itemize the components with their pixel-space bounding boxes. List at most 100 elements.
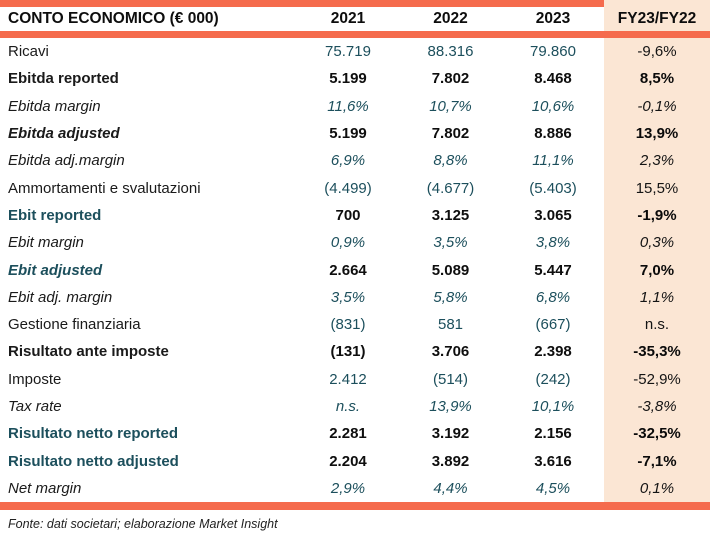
bottom-accent-bar	[0, 502, 710, 511]
header-divider-bar	[0, 31, 710, 38]
row-label: Ebit adj. margin	[8, 288, 113, 306]
cell-2021: 2.281	[329, 425, 367, 443]
cell-2021: 700	[335, 206, 361, 224]
row-label: Risultato netto reported	[8, 425, 179, 443]
cell-2023: 3.065	[534, 206, 572, 224]
cell-2021: 0,9%	[330, 234, 366, 252]
source-note: Fonte: dati societari; elaborazione Mark…	[8, 517, 278, 532]
header-col-2023: 2023	[535, 10, 571, 27]
cell-2021: 2.412	[329, 370, 367, 388]
cell-fy23-fy22: 2,3%	[639, 152, 675, 170]
cell-fy23-fy22: -1,9%	[637, 206, 677, 224]
cell-fy23-fy22: 8,5%	[639, 70, 675, 88]
table-row: Gestione finanziaria (831) 581 (667) n.s…	[0, 311, 710, 338]
cell-2023: 2.156	[534, 425, 572, 443]
table-rows: Ricavi 75.719 88.316 79.860 -9,6% Ebitda…	[0, 38, 710, 502]
cell-2021: 2.664	[329, 261, 367, 279]
cell-2023: 79.860	[530, 43, 576, 61]
row-label: Ebitda adjusted	[8, 125, 120, 143]
cell-2022: 4,4%	[433, 479, 468, 497]
cell-2023: (242)	[535, 370, 571, 388]
cell-2023: 3.616	[534, 452, 572, 470]
cell-2021: (831)	[330, 316, 366, 334]
cell-2021: (4.499)	[324, 179, 372, 197]
cell-fy23-fy22: -7,1%	[637, 452, 677, 470]
row-label: Ebitda adj.margin	[8, 152, 125, 170]
row-label: Imposte	[8, 370, 62, 388]
row-label: Tax rate	[8, 398, 62, 415]
cell-2023: 5.447	[534, 261, 572, 279]
top-accent-bar	[0, 0, 604, 7]
cell-fy23-fy22: 1,1%	[639, 288, 675, 306]
cell-2022: 8,8%	[433, 152, 468, 170]
cell-2022: 3.892	[431, 452, 470, 470]
cell-2022: 3,5%	[433, 234, 468, 252]
cell-2022: (514)	[432, 370, 469, 388]
cell-fy23-fy22: 15,5%	[635, 179, 679, 197]
cell-2023: 4,5%	[535, 479, 571, 497]
cell-2023: 6,8%	[535, 288, 571, 306]
cell-fy23-fy22: 0,1%	[639, 479, 675, 497]
cell-fy23-fy22: 13,9%	[635, 125, 679, 143]
row-label: Risultato ante imposte	[8, 343, 169, 361]
row-label: Ammortamenti e svalutazioni	[8, 179, 201, 197]
cell-2023: 8.468	[534, 70, 572, 88]
cell-2021: 2.204	[329, 452, 367, 470]
row-label: Net margin	[8, 479, 82, 497]
table-row: Ebitda adjusted 5.199 7.802 8.886 13,9%	[0, 120, 710, 147]
table-row: Net margin 2,9% 4,4% 4,5% 0,1%	[0, 475, 710, 502]
cell-2021: 5.199	[329, 70, 367, 88]
fy-column-background	[604, 0, 710, 502]
cell-2021: 3,5%	[330, 288, 366, 306]
cell-2023: 2.398	[534, 343, 572, 361]
cell-2022: 581	[437, 316, 464, 334]
cell-2022: 7.802	[431, 125, 470, 143]
cell-2021: 5.199	[329, 125, 367, 143]
table-row: Ebit adjusted 2.664 5.089 5.447 7,0%	[0, 256, 710, 283]
table-row: Ammortamenti e svalutazioni (4.499) (4.6…	[0, 174, 710, 201]
table-row: Ricavi 75.719 88.316 79.860 -9,6%	[0, 38, 710, 65]
cell-2022: 5,8%	[433, 288, 468, 306]
table-row: Imposte 2.412 (514) (242) -52,9%	[0, 366, 710, 393]
cell-fy23-fy22: -32,5%	[633, 425, 681, 443]
row-label: Gestione finanziaria	[8, 316, 141, 334]
cell-2023: 3,8%	[535, 234, 571, 252]
row-label: Ebitda margin	[8, 97, 101, 115]
table-header-row: CONTO ECONOMICO (€ 000) 2021 2022 2023 F…	[0, 7, 710, 31]
cell-2021: 6,9%	[330, 152, 366, 170]
row-label: Ebitda reported	[8, 70, 119, 88]
cell-2023: 11,1%	[532, 152, 574, 170]
table-row: Risultato netto adjusted 2.204 3.892 3.6…	[0, 447, 710, 474]
table-row: Risultato ante imposte (131) 3.706 2.398…	[0, 338, 710, 365]
cell-fy23-fy22: 7,0%	[639, 261, 675, 279]
cell-2022: 3.192	[431, 425, 470, 443]
cell-2022: (4.677)	[426, 179, 475, 197]
cell-2022: 3.125	[431, 206, 470, 224]
cell-2023: 10,1%	[531, 398, 575, 415]
row-label: Ebit margin	[8, 234, 84, 252]
table-row: Ebit adj. margin 3,5% 5,8% 6,8% 1,1%	[0, 284, 710, 311]
table-row: Ebitda adj.margin 6,9% 8,8% 11,1% 2,3%	[0, 147, 710, 174]
cell-2021: (131)	[330, 343, 366, 361]
cell-2022: 7.802	[431, 70, 470, 88]
cell-2022: 13,9%	[429, 398, 472, 415]
cell-fy23-fy22: -3,8%	[637, 398, 677, 415]
row-label: Ricavi	[8, 43, 49, 61]
cell-fy23-fy22: -0,1%	[637, 97, 677, 115]
cell-2021: n.s.	[335, 398, 361, 415]
table-row: Ebit margin 0,9% 3,5% 3,8% 0,3%	[0, 229, 710, 256]
cell-fy23-fy22: -35,3%	[633, 343, 681, 361]
cell-2023: (667)	[535, 316, 571, 334]
cell-2022: 3.706	[431, 343, 470, 361]
table-title: CONTO ECONOMICO (€ 000)	[8, 10, 219, 27]
cell-2022: 88.316	[427, 43, 474, 61]
cell-2023: (5.403)	[529, 179, 577, 197]
header-col-2022: 2022	[433, 10, 468, 27]
header-col-fy23-fy22: FY23/FY22	[617, 10, 697, 27]
cell-2023: 8.886	[534, 125, 572, 143]
table-row: Ebitda reported 5.199 7.802 8.468 8,5%	[0, 65, 710, 92]
cell-2021: 2,9%	[330, 479, 366, 497]
cell-2022: 10,7%	[429, 97, 472, 115]
cell-2023: 10,6%	[531, 97, 575, 115]
